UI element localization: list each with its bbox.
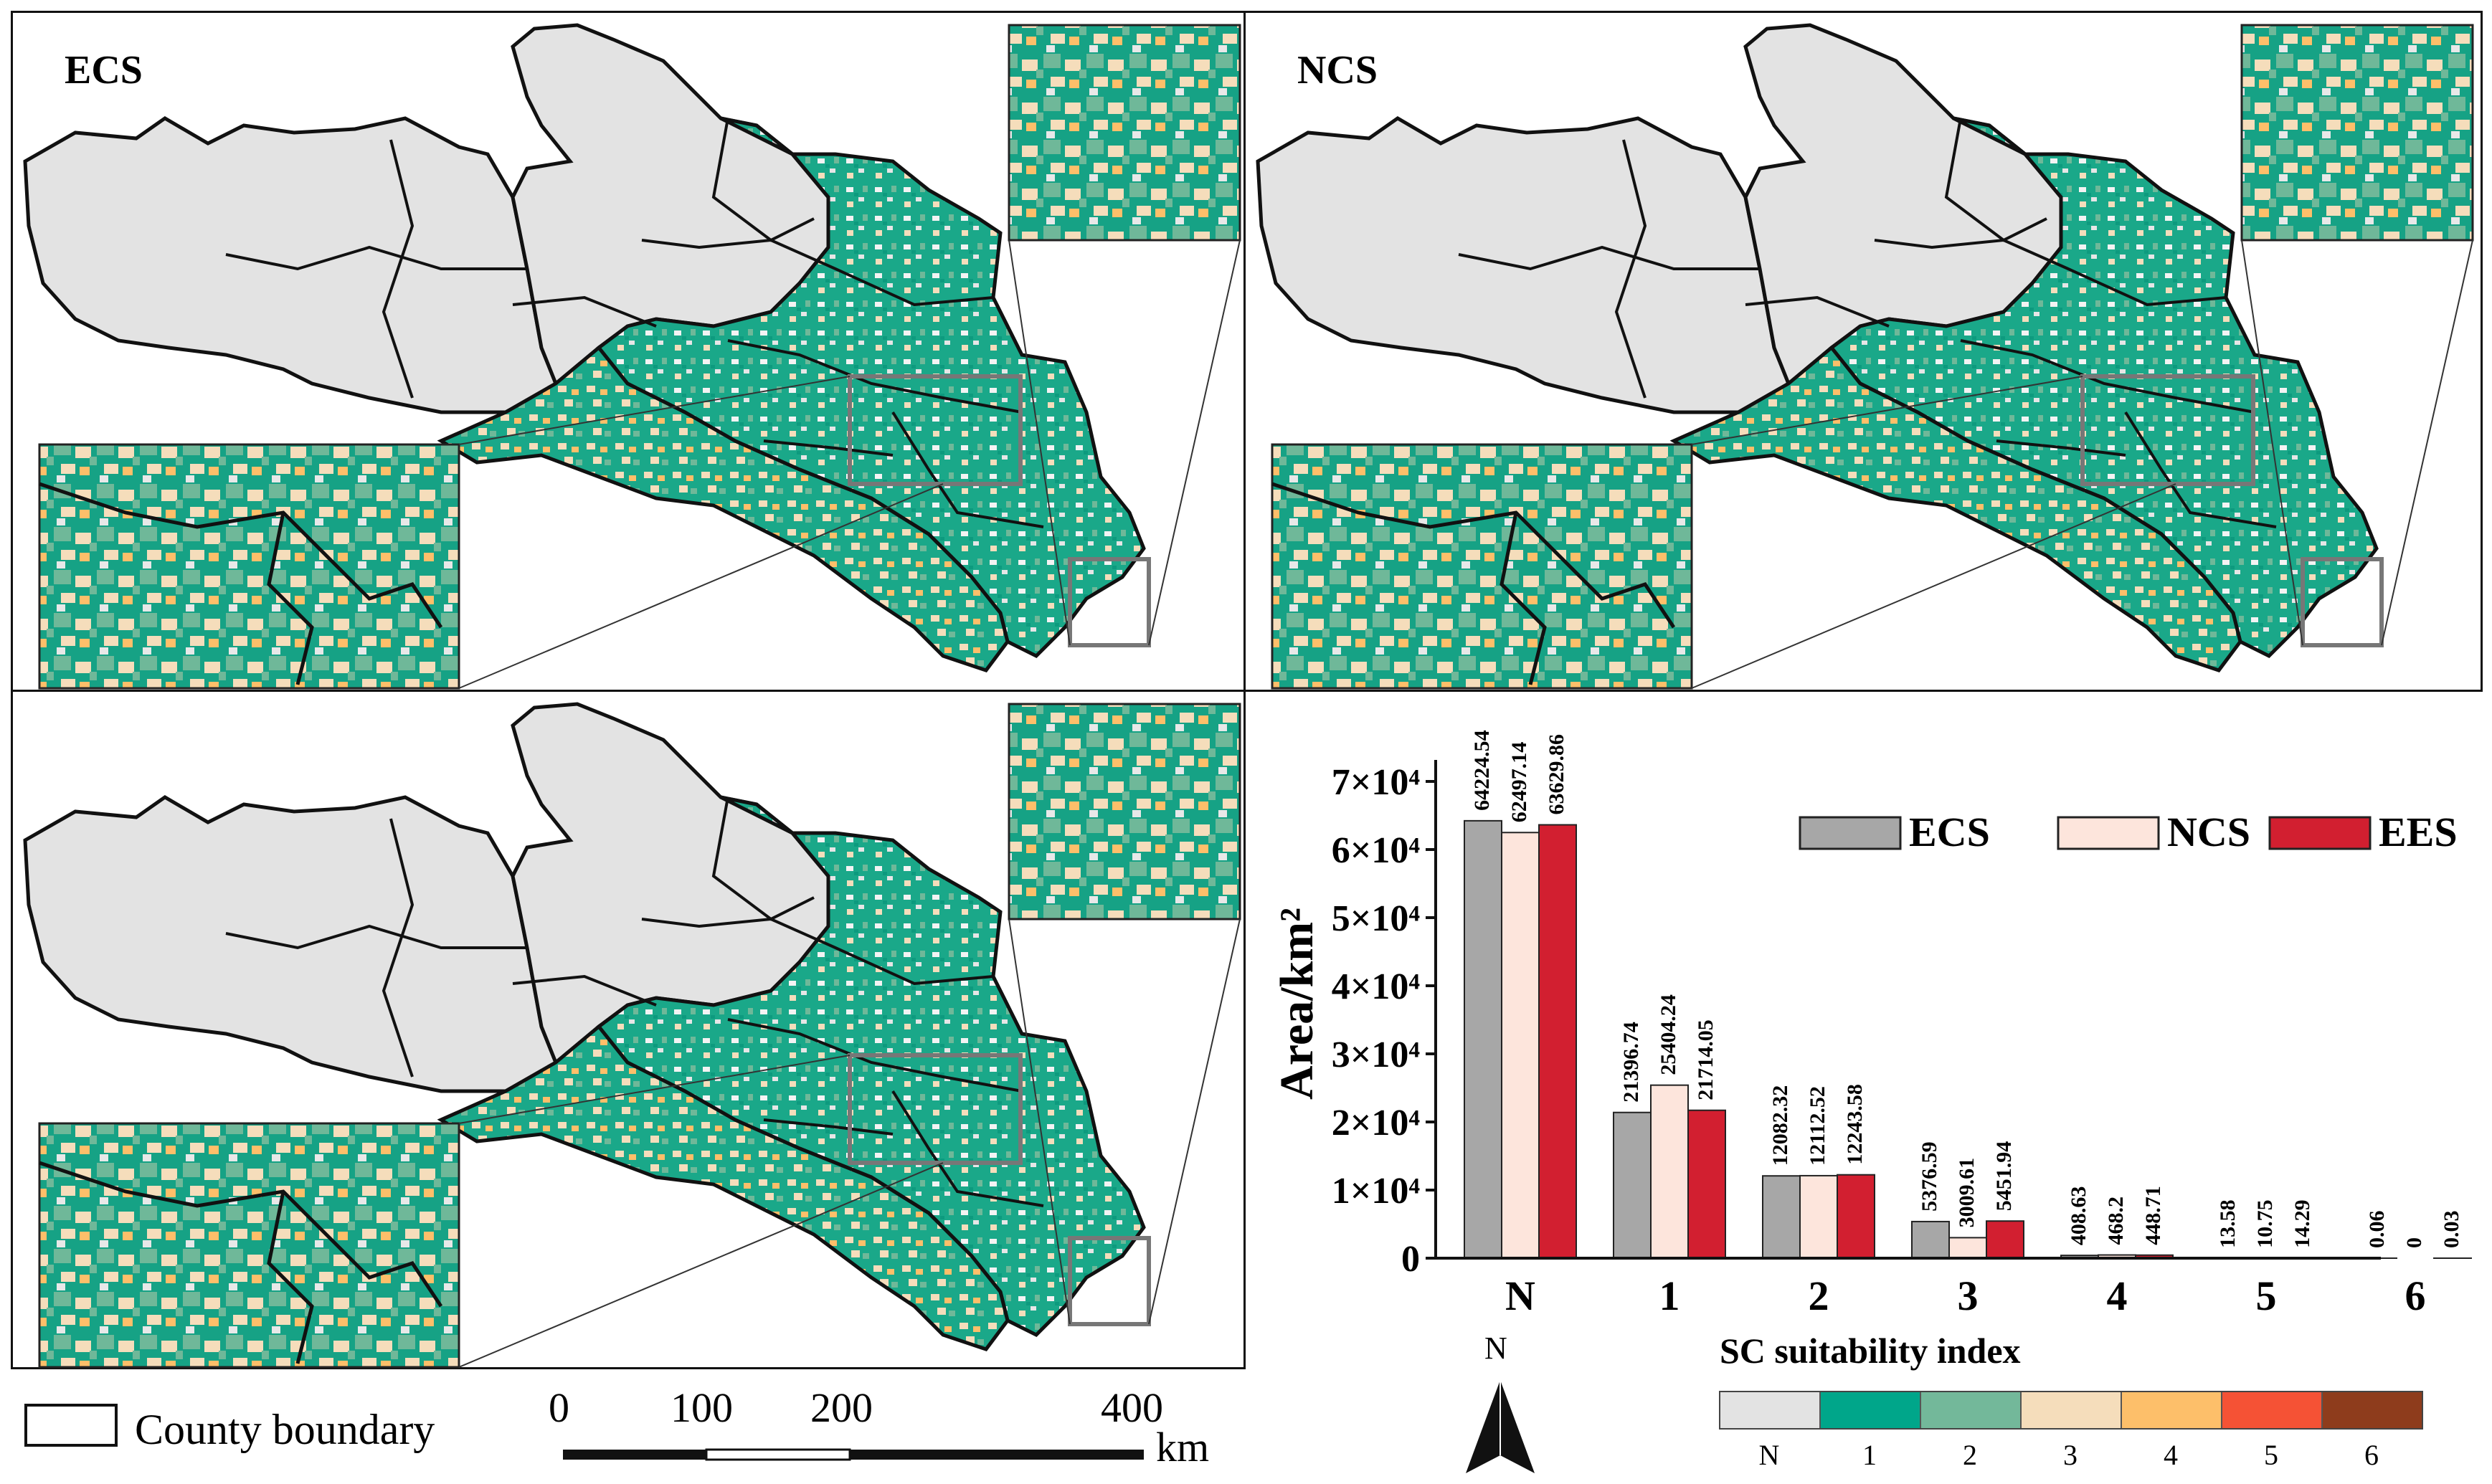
bar-value-label: 13.58 [2216, 1199, 2240, 1248]
ramp-label-1: 1 [1862, 1439, 1877, 1471]
bar-ees-1 [1687, 1109, 1726, 1260]
ramp-label-5: 5 [2264, 1439, 2278, 1471]
x-tick-label: N [1505, 1273, 1535, 1319]
bar-value-label: 5376.59 [1918, 1141, 1941, 1212]
bar-value-label: 468.2 [2104, 1197, 2128, 1245]
y-tick-label: 2×10⁴ [1332, 1103, 1421, 1143]
ncs-map [1258, 25, 2473, 688]
x-tick-label: 6 [2405, 1273, 2426, 1319]
y-tick-label: 0 [1401, 1239, 1420, 1280]
scale-bar [563, 1448, 1144, 1461]
scale-label-400: 400 [1101, 1384, 1163, 1431]
bar-ncs-3 [1948, 1237, 1987, 1259]
bar-value-label: 5451.94 [1992, 1141, 2016, 1212]
x-tick-label: 5 [2256, 1273, 2277, 1319]
bar-ees-N [1538, 824, 1577, 1259]
bar-value-label: 3009.61 [1955, 1158, 1979, 1228]
ramp-label-3: 3 [2063, 1439, 2078, 1471]
county-boundary-swatch [24, 1404, 118, 1447]
y-tick-label: 7×10⁴ [1332, 762, 1421, 803]
ramp-label-6: 6 [2364, 1439, 2379, 1471]
bar-value-label: 21396.74 [1619, 1022, 1643, 1103]
bar-ecs-N [1464, 819, 1502, 1259]
suitability-legend-title: SC suitability index [1720, 1331, 2021, 1371]
ecs-map [25, 25, 1240, 688]
legend-swatch-ecs [1799, 816, 1902, 850]
ramp-swatch-1 [1821, 1392, 1921, 1428]
y-tick-label: 3×10⁴ [1332, 1034, 1421, 1075]
legend-label-ees: EES [2379, 809, 2458, 855]
bar-value-label: 448.71 [2141, 1186, 2165, 1245]
bar-value-label: 0.06 [2365, 1210, 2389, 1248]
county-boundary-label: County boundary [135, 1406, 435, 1453]
suitability-color-ramp [1719, 1391, 2423, 1430]
bar-value-label: 12112.52 [1806, 1086, 1829, 1166]
ramp-swatch-3 [2022, 1392, 2122, 1428]
bar-ncs-1 [1650, 1084, 1689, 1260]
scale-label-200: 200 [810, 1384, 873, 1431]
legend-label-ncs: NCS [2167, 809, 2250, 855]
bar-value-label: 12243.58 [1843, 1084, 1867, 1165]
bar-value-label: 63629.86 [1545, 734, 1568, 815]
scale-unit: km [1156, 1424, 1210, 1470]
y-tick-label: 6×10⁴ [1332, 830, 1421, 871]
suitability-class-labels: N 1 2 3 4 5 6 [1719, 1438, 2422, 1472]
bar-ncs-N [1501, 832, 1540, 1260]
x-tick-label: 1 [1659, 1273, 1680, 1319]
bar-value-label: 25404.24 [1657, 994, 1680, 1075]
bar-value-label: 64224.54 [1470, 730, 1494, 810]
bar-value-label: 408.63 [2067, 1186, 2090, 1246]
y-tick-label: 4×10⁴ [1332, 966, 1421, 1007]
x-tick-label: 4 [2107, 1273, 2128, 1319]
bar-value-label: 14.29 [2290, 1199, 2314, 1248]
x-tick-label: 2 [1809, 1273, 1829, 1319]
legend-swatch-ncs [2057, 816, 2160, 850]
bar-value-label: 10.75 [2253, 1199, 2277, 1248]
ramp-swatch-4 [2122, 1392, 2222, 1428]
bar-value-label: 62497.14 [1507, 742, 1531, 823]
bar-ecs-1 [1613, 1111, 1652, 1259]
ramp-label-0: N [1758, 1439, 1780, 1471]
bar-value-label: 0 [2402, 1237, 2426, 1248]
ramp-swatch-2 [1921, 1392, 2022, 1428]
bar-ncs-2 [1799, 1174, 1838, 1259]
x-tick-label: 3 [1958, 1273, 1979, 1319]
bar-ees-2 [1837, 1174, 1875, 1259]
north-label: N [1484, 1331, 1507, 1366]
y-tick-label: 1×10⁴ [1332, 1171, 1421, 1212]
panel-title: NCS [1297, 48, 1378, 92]
legend-swatch-ees [2268, 816, 2372, 850]
bar-ecs-2 [1762, 1175, 1801, 1259]
bar-ees-3 [1986, 1220, 2024, 1259]
ramp-label-4: 4 [2164, 1439, 2178, 1471]
ramp-swatch-5 [2222, 1392, 2323, 1428]
bar-value-label: 0.03 [2440, 1210, 2463, 1248]
legend-label-ecs: ECS [1909, 809, 1990, 855]
scale-label-100: 100 [671, 1384, 733, 1431]
ramp-swatch-6 [2323, 1392, 2422, 1428]
panel-title: ECS [65, 48, 143, 92]
bar-ecs-3 [1911, 1220, 1950, 1260]
y-axis-label: Area/km² [1271, 908, 1323, 1100]
area-bar-chart: 64224.54 62497.14 63629.86 21396.74 25404.24… [1271, 730, 2472, 1319]
bar-value-label: 12082.32 [1768, 1085, 1792, 1166]
bar-value-label: 21714.05 [1694, 1019, 1718, 1100]
scale-label-0: 0 [549, 1384, 569, 1431]
y-tick-label: 5×10⁴ [1332, 898, 1421, 939]
ees-map [25, 704, 1240, 1367]
ramp-label-2: 2 [1963, 1439, 1977, 1471]
ramp-swatch-0 [1720, 1392, 1821, 1428]
